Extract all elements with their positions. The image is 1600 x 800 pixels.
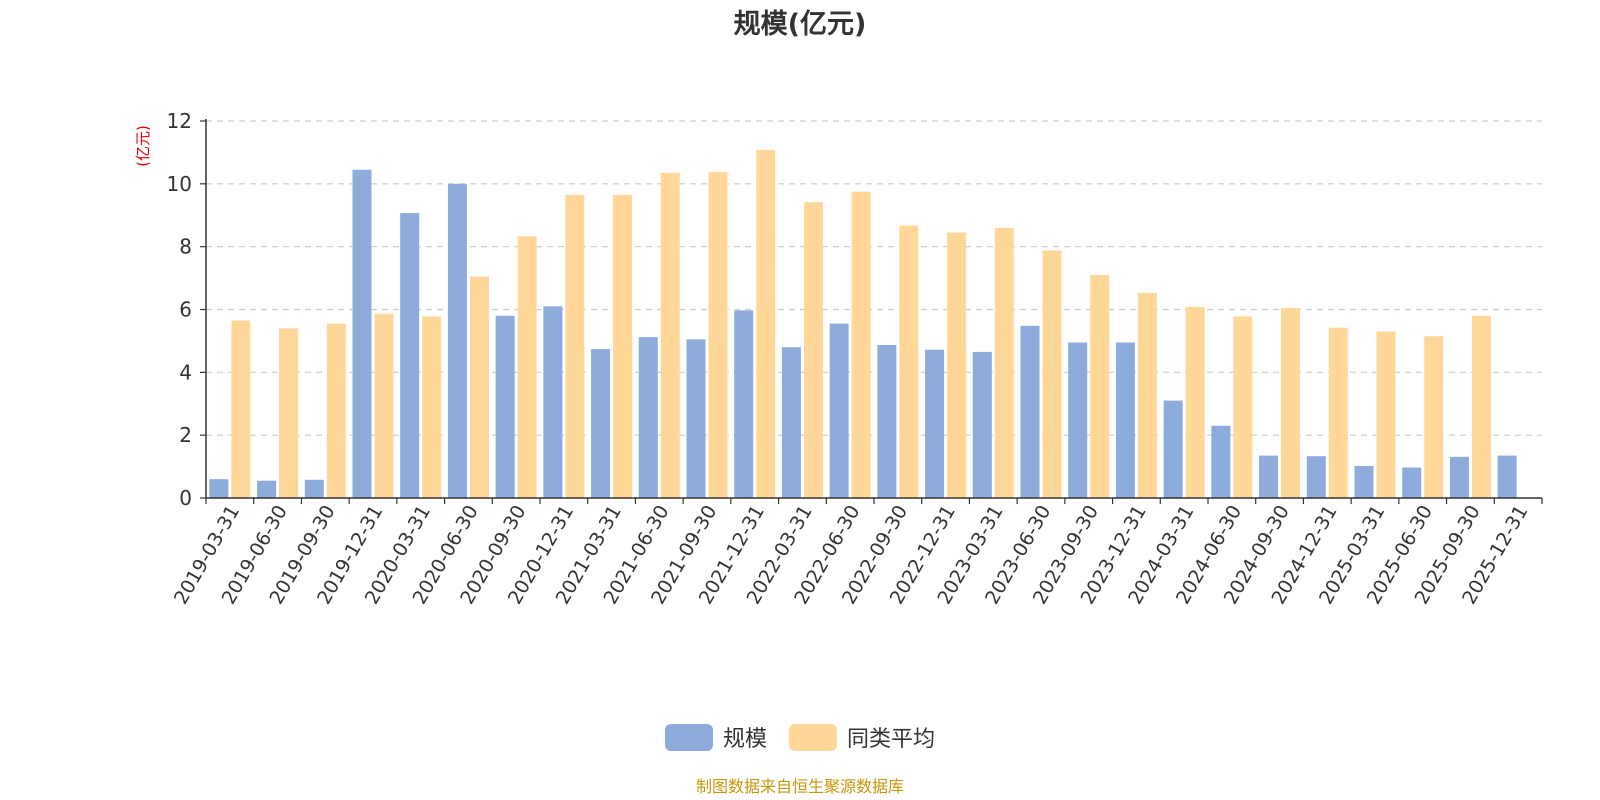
- legend-swatch: [665, 724, 713, 751]
- bar-scale[interactable]: [1354, 465, 1374, 498]
- y-tick-label: 8: [179, 235, 192, 259]
- bar-peer-average[interactable]: [231, 320, 251, 498]
- bar-scale[interactable]: [972, 351, 992, 498]
- bar-scale[interactable]: [638, 337, 658, 498]
- bar-peer-average[interactable]: [1281, 307, 1301, 498]
- bar-scale[interactable]: [1449, 456, 1469, 498]
- bar-scale[interactable]: [734, 310, 754, 498]
- bar-peer-average[interactable]: [326, 323, 346, 498]
- bar-scale[interactable]: [447, 183, 467, 499]
- bar-scale[interactable]: [209, 479, 229, 498]
- bar-scale[interactable]: [1211, 425, 1231, 498]
- bars: [209, 149, 1517, 499]
- bar-scale[interactable]: [591, 349, 611, 498]
- bar-peer-average[interactable]: [422, 316, 442, 498]
- bar-peer-average[interactable]: [1137, 292, 1157, 498]
- bar-scale[interactable]: [257, 480, 277, 498]
- y-tick-label: 0: [179, 486, 192, 510]
- legend-label: 规模: [723, 727, 767, 752]
- legend-item-peer-average[interactable]: 同类平均: [789, 724, 935, 752]
- bar-scale[interactable]: [781, 347, 801, 498]
- bar-scale[interactable]: [1259, 455, 1279, 498]
- bar-scale[interactable]: [1497, 455, 1517, 498]
- bar-scale[interactable]: [877, 345, 897, 498]
- bar-scale[interactable]: [1306, 456, 1326, 498]
- y-axis-unit-label: (亿元): [134, 125, 152, 167]
- bar-peer-average[interactable]: [756, 149, 776, 499]
- bar-scale[interactable]: [1020, 325, 1040, 498]
- bar-scale[interactable]: [1402, 467, 1422, 498]
- bar-scale[interactable]: [352, 169, 372, 498]
- bar-scale[interactable]: [1068, 342, 1088, 498]
- bar-scale[interactable]: [829, 323, 849, 498]
- y-tick-label: 4: [179, 360, 192, 384]
- bar-scale[interactable]: [543, 306, 563, 498]
- chart-title: 规模(亿元): [734, 9, 867, 40]
- bar-peer-average[interactable]: [803, 202, 823, 498]
- y-tick-label: 12: [167, 109, 192, 133]
- bar-peer-average[interactable]: [1471, 315, 1491, 498]
- data-source-note: 制图数据来自恒生聚源数据库: [696, 777, 904, 796]
- bar-peer-average[interactable]: [947, 232, 967, 498]
- bar-peer-average[interactable]: [1042, 250, 1062, 498]
- legend-label: 同类平均: [847, 727, 935, 752]
- bar-peer-average[interactable]: [565, 194, 585, 498]
- bar-peer-average[interactable]: [994, 227, 1014, 499]
- legend[interactable]: 规模 同类平均: [665, 724, 935, 752]
- bar-peer-average[interactable]: [517, 236, 537, 498]
- bar-peer-average[interactable]: [613, 194, 633, 498]
- bar-scale[interactable]: [400, 213, 420, 498]
- bar-scale[interactable]: [495, 315, 515, 498]
- bar-peer-average[interactable]: [1328, 327, 1348, 498]
- bar-scale[interactable]: [1163, 400, 1183, 498]
- bar-peer-average[interactable]: [708, 171, 728, 498]
- bar-peer-average[interactable]: [279, 328, 299, 498]
- y-tick-label: 2: [179, 423, 192, 447]
- legend-item-scale[interactable]: 规模: [665, 724, 767, 752]
- bar-scale[interactable]: [304, 479, 324, 498]
- bar-peer-average[interactable]: [1233, 316, 1253, 498]
- bar-peer-average[interactable]: [899, 225, 919, 498]
- bar-scale[interactable]: [925, 349, 945, 498]
- bar-peer-average[interactable]: [1376, 331, 1396, 498]
- bar-peer-average[interactable]: [374, 313, 394, 498]
- bar-peer-average[interactable]: [1185, 306, 1205, 498]
- bar-scale[interactable]: [1115, 342, 1135, 498]
- bar-scale[interactable]: [686, 339, 706, 498]
- bar-peer-average[interactable]: [469, 276, 489, 498]
- y-tick-label: 10: [167, 172, 192, 196]
- bar-peer-average[interactable]: [851, 191, 871, 498]
- bar-peer-average[interactable]: [1424, 336, 1444, 498]
- y-tick-label: 6: [179, 298, 192, 322]
- bar-peer-average[interactable]: [1090, 274, 1110, 498]
- bar-peer-average[interactable]: [660, 172, 680, 498]
- legend-swatch: [789, 724, 837, 751]
